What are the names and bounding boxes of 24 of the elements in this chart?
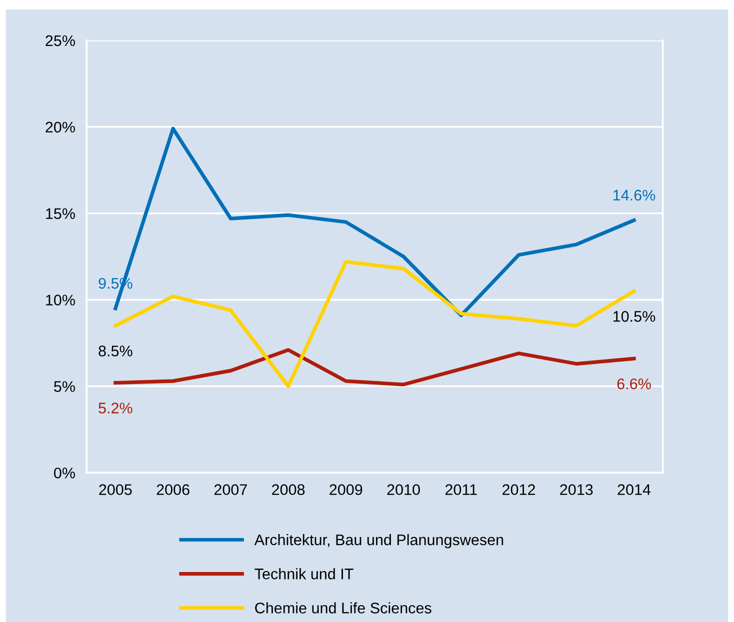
x-tick-label: 2014 [618,484,651,496]
data-label: 10.5% [614,311,656,322]
x-tick-label: 2012 [502,484,535,496]
x-tick-label: 2013 [560,484,593,496]
x-tick-label: 2006 [156,484,190,496]
y-tick-label: 15% [46,208,75,220]
legend-label: Technik und IT [254,568,354,580]
x-tick-label: 2011 [445,484,477,496]
data-label: 8.5% [98,346,132,356]
data-label: 5.2% [98,402,132,414]
x-tick-label: 2010 [387,484,420,496]
x-tick-label: 2005 [99,484,132,496]
y-tick-label: 10% [46,294,75,306]
y-tick-label: 25% [46,35,75,46]
legend-label: Chemie und Life Sciences [255,602,432,614]
legend-label: Architektur, Bau und Planungswesen [254,534,504,548]
x-tick-label: 2008 [272,484,305,496]
y-tick-label: 20% [46,122,75,133]
data-label: 14.6% [614,190,656,201]
data-label: 6.6% [617,378,651,390]
y-tick-label: 5% [54,381,75,392]
y-tick-label: 0% [54,468,75,478]
x-tick-label: 2007 [214,484,247,496]
x-tick-label: 2009 [330,484,362,496]
